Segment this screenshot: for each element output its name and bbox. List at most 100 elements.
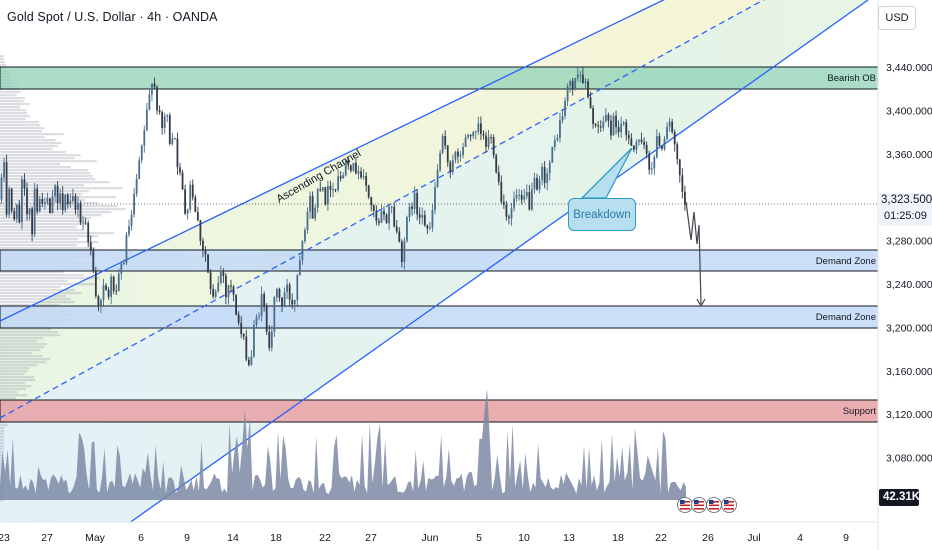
candle-body xyxy=(378,221,380,223)
candle-body xyxy=(347,160,350,166)
candles xyxy=(0,67,686,367)
candle-body xyxy=(214,291,217,297)
candle-body xyxy=(630,138,633,146)
volume-profile-row xyxy=(0,454,4,457)
volume-profile-row xyxy=(0,376,34,379)
candle-body xyxy=(41,198,44,204)
volume-profile-row xyxy=(0,103,30,106)
volume-profile-row xyxy=(0,289,75,292)
candle-body xyxy=(360,171,362,178)
candle-body xyxy=(5,162,8,215)
candle-body xyxy=(533,178,536,190)
time-tick-label: 10 xyxy=(518,532,530,544)
candle-body xyxy=(204,250,207,255)
demand-zone-label-upper: Demand Zone xyxy=(816,256,876,267)
candle-body xyxy=(227,285,230,298)
candle-body xyxy=(668,121,671,127)
projection-path[interactable] xyxy=(685,201,702,305)
candle-body xyxy=(640,139,643,142)
breakdown-callout[interactable]: Breakdown xyxy=(568,198,636,231)
candle-body xyxy=(304,230,306,242)
candle-body xyxy=(367,185,370,198)
candle-body xyxy=(505,204,508,217)
volume-profile-row xyxy=(0,190,89,193)
candle-body xyxy=(293,300,296,305)
volume-profile-row xyxy=(0,442,4,445)
candle-body xyxy=(627,135,630,139)
candle-body xyxy=(273,297,276,332)
candle-body xyxy=(462,146,464,156)
volume-profile-row xyxy=(0,292,82,295)
candle-body xyxy=(281,297,283,306)
candle-body xyxy=(171,138,174,144)
candle-body xyxy=(400,241,403,262)
candle-body xyxy=(569,81,572,86)
volume-profile-row xyxy=(0,232,115,235)
symbol-title[interactable]: Gold Spot / U.S. Dollar · 4h · OANDA xyxy=(7,10,218,24)
candle-body xyxy=(413,192,416,209)
channel-lower-line[interactable] xyxy=(60,0,869,550)
candle-body xyxy=(385,214,388,224)
volume-profile-row xyxy=(0,169,88,172)
time-tick-label: 18 xyxy=(270,532,282,544)
candle-body xyxy=(383,211,385,215)
candle-body xyxy=(500,182,503,202)
candle-body xyxy=(276,288,278,298)
candle-body xyxy=(612,115,615,136)
candle-body xyxy=(467,134,470,138)
volume-profile-row xyxy=(0,304,60,307)
currency-button[interactable]: USD xyxy=(878,6,916,30)
candle-body xyxy=(13,211,16,220)
candle-body xyxy=(678,159,681,176)
candle-body xyxy=(115,290,118,292)
candle-body xyxy=(564,100,566,116)
volume-profile-row xyxy=(0,217,92,220)
time-axis[interactable]: 23 27 May 6 9 14 18 22 27 Jun 5 10 13 18 22 26 Jul 4 9 xyxy=(0,532,849,544)
candle-body xyxy=(301,241,304,261)
candle-body xyxy=(8,188,11,215)
volume-profile-row xyxy=(0,115,30,118)
candle-body xyxy=(84,222,87,224)
candle-body xyxy=(199,220,202,241)
volume-profile-row xyxy=(0,220,86,223)
price-tick-label: 3,200.000 xyxy=(886,322,932,334)
time-tick-label: 27 xyxy=(365,532,377,544)
bearish-ob-zone xyxy=(0,66,878,90)
time-tick-label: May xyxy=(85,532,106,544)
candle-body xyxy=(398,231,401,242)
volume-profile-row xyxy=(0,163,60,166)
volume-profile-row xyxy=(0,397,16,400)
candle-body xyxy=(288,284,291,300)
volume-profile-row xyxy=(0,343,47,346)
volume-profile-row xyxy=(0,112,27,115)
candle-body xyxy=(497,172,500,182)
candle-body xyxy=(472,132,475,137)
candle-body xyxy=(441,136,444,153)
candle-body xyxy=(232,286,235,295)
candle-body xyxy=(140,145,143,161)
price-axis[interactable]: 3,440.000 3,400.000 3,360.000 3,280.000 3,24… xyxy=(886,62,932,465)
candle-body xyxy=(355,162,357,174)
volume-profile-row xyxy=(0,160,97,163)
volume-profile-row xyxy=(0,235,98,238)
volume-profile-row xyxy=(0,205,118,208)
candle-body xyxy=(421,215,424,218)
time-tick-label: 9 xyxy=(843,532,849,544)
news-event-icons[interactable] xyxy=(677,497,737,513)
candle-body xyxy=(515,195,518,199)
candle-body xyxy=(278,288,281,298)
volume-profile-row xyxy=(0,100,24,103)
channel-upper-line[interactable] xyxy=(0,0,680,322)
candle-body xyxy=(166,115,169,117)
candle-body xyxy=(268,331,271,348)
last-price-badge xyxy=(879,193,932,226)
candle-body xyxy=(622,122,625,124)
candle-body xyxy=(357,171,360,174)
candle-body xyxy=(202,240,204,251)
support-zone xyxy=(0,399,878,423)
candle-body xyxy=(21,179,23,223)
candle-body xyxy=(3,162,5,178)
candle-body xyxy=(582,74,584,83)
candle-body xyxy=(408,206,411,218)
